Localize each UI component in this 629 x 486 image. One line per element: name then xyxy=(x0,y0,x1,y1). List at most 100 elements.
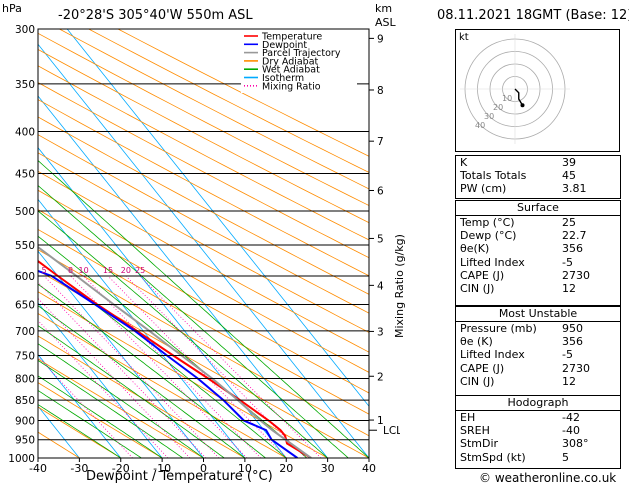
x-tick-label: -20 xyxy=(112,462,130,475)
indices-top-panel: K 39 Totals Totals 45 PW (cm) 3.81 xyxy=(455,155,621,199)
index-row: Lifted Index -5 xyxy=(456,256,620,269)
legend-label: Temperature xyxy=(261,32,322,43)
x-tick-label: 20 xyxy=(279,462,293,475)
index-row: Temp (°C) 25 xyxy=(456,216,620,229)
isotherm-line xyxy=(66,29,369,407)
index-value: 12 xyxy=(562,374,576,388)
index-value: 2730 xyxy=(562,361,590,375)
hodograph-ring-label: 20 xyxy=(493,103,503,112)
legend-label: Dewpoint xyxy=(262,40,307,51)
copyright-symbol: © xyxy=(479,471,491,485)
x-tick-label: -40 xyxy=(29,462,47,475)
dry-adiabat-line xyxy=(38,358,204,458)
pressure-tick-label: 900 xyxy=(15,415,35,427)
mixing-ratio-line xyxy=(38,297,191,458)
mixing-ratio-label: 8 xyxy=(68,266,73,275)
index-label: θe(K) xyxy=(460,242,490,256)
index-label: CAPE (J) xyxy=(460,268,505,282)
km-tick-label: 1 xyxy=(377,415,384,427)
dry-adiabat-line xyxy=(38,82,369,259)
most-unstable-title: Most Unstable xyxy=(498,307,578,320)
km-tick-label: 8 xyxy=(377,85,384,97)
hodograph-ring-label: 10 xyxy=(502,94,512,103)
pressure-tick-label: 750 xyxy=(15,350,35,362)
mixing-ratio-line xyxy=(38,281,207,458)
index-row: Dewp (°C) 22.7 xyxy=(456,229,620,242)
pressure-tick-label: 950 xyxy=(15,435,35,447)
pressure-tick-label: 500 xyxy=(15,206,35,218)
dry-adiabat-line xyxy=(38,152,369,333)
index-row: Totals Totals 45 xyxy=(456,169,620,182)
index-row: K 39 xyxy=(456,156,620,169)
legend-label: Isotherm xyxy=(262,73,304,84)
index-row: Lifted Index -5 xyxy=(456,348,620,361)
index-row: CIN (J) 12 xyxy=(456,282,620,295)
dry-adiabat-line xyxy=(38,65,369,241)
dry-adiabat-line xyxy=(38,313,287,458)
index-value: -42 xyxy=(562,411,580,424)
index-value: -5 xyxy=(562,255,573,269)
wet-adiabat-line xyxy=(38,305,246,458)
dry-adiabat-line xyxy=(38,48,369,224)
pressure-axis-unit: hPa xyxy=(2,2,22,15)
legend-label: Mixing Ratio xyxy=(262,81,321,92)
index-label: StmSpd (kt) xyxy=(460,450,526,464)
location-label: -20°28'S 305°40'W 550m ASL xyxy=(58,8,253,23)
x-tick-label: 10 xyxy=(238,462,252,475)
pressure-tick-label: 1000 xyxy=(8,453,35,465)
isotherm-line xyxy=(38,198,246,458)
legend-label: Parcel Trajectory xyxy=(262,48,341,59)
series-line-dewpoint xyxy=(38,269,298,458)
pressure-tick-label: 300 xyxy=(15,24,35,36)
surface-panel: Surface Temp (°C) 25 Dewp (°C) 22.7 θe(K) 356… xyxy=(455,200,621,306)
pressure-tick-label: 650 xyxy=(15,300,35,312)
site-name: weatheronline.co.uk xyxy=(494,471,617,485)
pressure-tick-label: 350 xyxy=(15,79,35,91)
copyright-footer: © weatheronline.co.uk xyxy=(479,471,616,485)
index-row: SREH -40 xyxy=(456,424,620,437)
dry-adiabat-line xyxy=(38,170,369,353)
index-row: PW (cm) 3.81 xyxy=(456,182,620,195)
hodograph-trace xyxy=(514,88,524,106)
index-label: EH xyxy=(460,411,476,424)
index-label: StmDir xyxy=(460,437,499,451)
dry-adiabat-line xyxy=(38,431,80,458)
index-row: θe(K) 356 xyxy=(456,242,620,255)
dry-adiabat-line xyxy=(38,291,328,458)
index-value: 22.7 xyxy=(562,229,587,243)
legend-box xyxy=(241,31,357,93)
x-tick-label: 0 xyxy=(200,462,207,475)
index-label: SREH xyxy=(460,424,490,438)
index-value: 2730 xyxy=(562,268,590,282)
lcl-label: LCL xyxy=(383,425,400,437)
dry-adiabat-line xyxy=(117,29,369,157)
datetime-label: 08.11.2021 18GMT (Base: 12) xyxy=(437,8,629,23)
index-value: 25 xyxy=(562,216,576,229)
index-label: Lifted Index xyxy=(460,348,525,362)
mixing-ratio-label: 10 xyxy=(79,266,89,275)
asl-axis-unit: ASL xyxy=(375,16,396,29)
hodograph-ring-label: 30 xyxy=(484,112,494,121)
dry-adiabat-line xyxy=(38,335,246,458)
isotherm-line xyxy=(38,353,122,458)
index-value: 5 xyxy=(562,450,569,464)
x-tick-label: 40 xyxy=(362,462,376,475)
index-label: CIN (J) xyxy=(460,374,495,388)
dry-adiabat-line xyxy=(38,99,369,277)
index-row: θe (K) 356 xyxy=(456,335,620,348)
hodograph-title: Hodograph xyxy=(507,396,569,409)
km-tick-label: 4 xyxy=(377,280,384,292)
index-label: Totals Totals xyxy=(460,169,527,183)
index-label: Lifted Index xyxy=(460,255,525,269)
pressure-tick-label: 700 xyxy=(15,326,35,338)
x-tick-label: -30 xyxy=(70,462,88,475)
index-label: θe (K) xyxy=(460,335,493,349)
wet-adiabat-line xyxy=(38,325,225,458)
index-label: Temp (°C) xyxy=(460,216,515,229)
index-label: Pressure (mb) xyxy=(460,322,537,335)
hodograph-ring-label: 40 xyxy=(475,121,485,130)
x-axis-title: Dewpoint / Temperature (°C) xyxy=(86,469,273,484)
wet-adiabat-line xyxy=(38,359,184,458)
